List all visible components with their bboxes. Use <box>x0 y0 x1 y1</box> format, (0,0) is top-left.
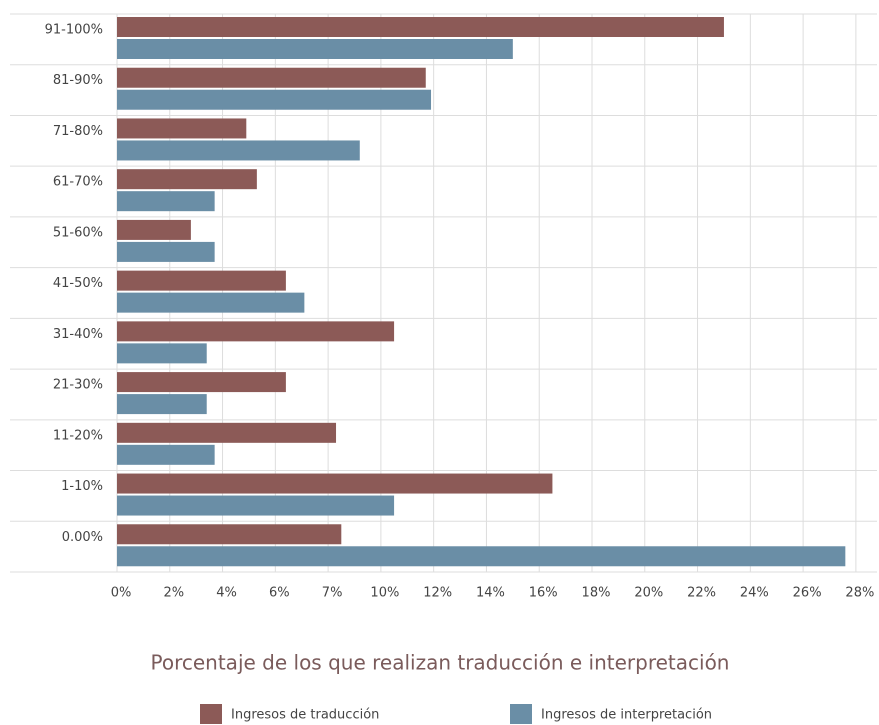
y-tick-label: 81-90% <box>53 73 103 88</box>
bar <box>117 546 846 567</box>
x-tick-label: 6% <box>269 586 290 601</box>
x-tick-label: 0% <box>111 586 132 601</box>
bar <box>117 321 395 342</box>
bar <box>117 422 337 443</box>
x-tick-label: 26% <box>793 586 822 601</box>
x-tick-label: 10% <box>370 586 399 601</box>
bar <box>117 169 257 190</box>
y-tick-label: 51-60% <box>53 225 103 240</box>
x-tick-label: 22% <box>687 586 716 601</box>
bar <box>117 343 207 364</box>
y-tick-label: 1-10% <box>61 479 103 494</box>
bar <box>117 394 207 415</box>
legend-swatch <box>200 704 222 724</box>
x-tick-label: 14% <box>476 586 505 601</box>
legend-swatch <box>510 704 532 724</box>
y-tick-label: 71-80% <box>53 124 103 139</box>
y-tick-label: 61-70% <box>53 175 103 190</box>
bar <box>117 191 215 212</box>
y-tick-label: 21-30% <box>53 378 103 393</box>
bar <box>117 495 395 516</box>
bar <box>117 372 286 393</box>
bar <box>117 67 426 88</box>
y-tick-label: 0.00% <box>62 530 103 545</box>
y-tick-label: 91-100% <box>45 23 103 38</box>
y-tick-label: 31-40% <box>53 327 103 342</box>
bar <box>117 473 553 494</box>
bar <box>117 140 360 161</box>
x-tick-label: 24% <box>740 586 769 601</box>
bar <box>117 17 724 37</box>
bar <box>117 219 191 240</box>
bar <box>117 39 513 59</box>
x-tick-label: 28% <box>845 586 874 601</box>
x-tick-label: 20% <box>634 586 663 601</box>
chart-title: Porcentaje de los que realizan traducció… <box>151 651 730 675</box>
y-tick-label: 11-20% <box>53 428 103 443</box>
legend-label: Ingresos de interpretación <box>541 708 712 723</box>
x-tick-label: 2% <box>163 586 184 601</box>
legend-label: Ingresos de traducción <box>231 708 379 723</box>
bar <box>117 89 432 110</box>
x-tick-label: 7% <box>322 586 343 601</box>
x-tick-label: 18% <box>582 586 611 601</box>
bar <box>117 524 342 545</box>
x-tick-label: 12% <box>423 586 452 601</box>
x-tick-label: 16% <box>529 586 558 601</box>
bar <box>117 444 215 465</box>
x-tick-label: 4% <box>216 586 237 601</box>
y-tick-label: 41-50% <box>53 276 103 291</box>
bar <box>117 241 215 262</box>
bar <box>117 270 286 291</box>
bar <box>117 118 247 139</box>
bar <box>117 292 305 313</box>
